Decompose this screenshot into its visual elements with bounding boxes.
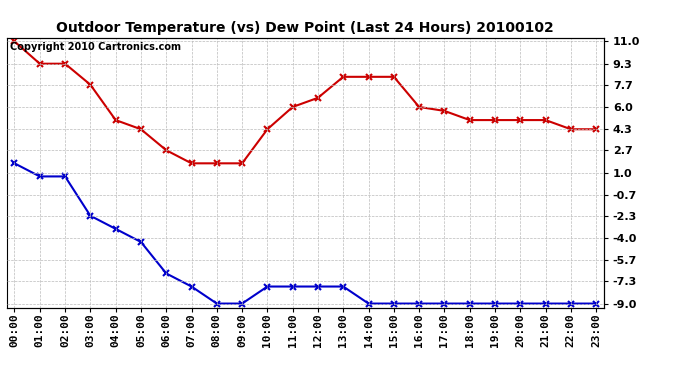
Text: Copyright 2010 Cartronics.com: Copyright 2010 Cartronics.com	[10, 42, 181, 51]
Title: Outdoor Temperature (vs) Dew Point (Last 24 Hours) 20100102: Outdoor Temperature (vs) Dew Point (Last…	[57, 21, 554, 35]
